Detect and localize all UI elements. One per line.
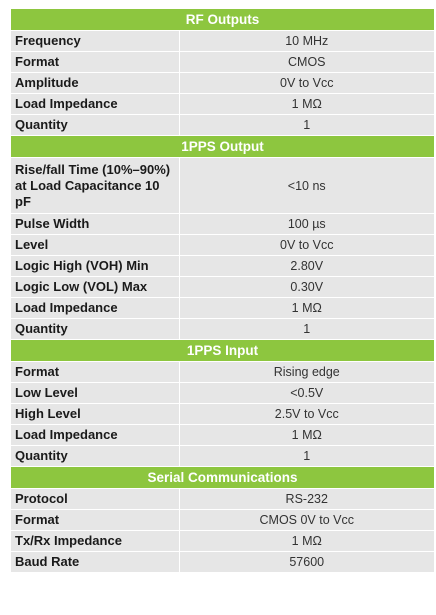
spec-row: Logic High (VOH) Min 2.80V: [11, 255, 434, 277]
spec-row: Amplitude 0V to Vcc: [11, 72, 434, 94]
spec-label: Quantity: [11, 318, 180, 340]
spec-row: Load Impedance 1 MΩ: [11, 424, 434, 446]
spec-table-body: RF Outputs Frequency 10 MHz Format CMOS …: [11, 8, 434, 573]
spec-value: 1: [179, 114, 434, 136]
spec-label: Format: [11, 509, 180, 531]
spec-label: Amplitude: [11, 72, 180, 94]
spec-value: 1 MΩ: [179, 530, 434, 552]
spec-value: 0V to Vcc: [179, 234, 434, 256]
spec-value: Rising edge: [179, 361, 434, 383]
spec-label: Load Impedance: [11, 297, 180, 319]
spec-row: Quantity 1: [11, 445, 434, 467]
spec-row: Protocol RS-232: [11, 488, 434, 510]
spec-label: Low Level: [11, 382, 180, 404]
spec-value: 57600: [179, 551, 434, 573]
spec-row: Frequency 10 MHz: [11, 30, 434, 52]
spec-label: Logic Low (VOL) Max: [11, 276, 180, 298]
spec-row: Load Impedance 1 MΩ: [11, 93, 434, 115]
spec-row: Tx/Rx Impedance 1 MΩ: [11, 530, 434, 552]
spec-label: Rise/fall Time (10%–90%) at Load Capacit…: [11, 157, 180, 214]
spec-value: 100 µs: [179, 213, 434, 235]
spec-value: 10 MHz: [179, 30, 434, 52]
spec-row: Logic Low (VOL) Max 0.30V: [11, 276, 434, 298]
section-title: 1PPS Input: [11, 339, 434, 362]
spec-value: RS-232: [179, 488, 434, 510]
spec-row: Baud Rate 57600: [11, 551, 434, 573]
spec-row: High Level 2.5V to Vcc: [11, 403, 434, 425]
spec-row: Format CMOS 0V to Vcc: [11, 509, 434, 531]
spec-label: Pulse Width: [11, 213, 180, 235]
spec-value: 2.5V to Vcc: [179, 403, 434, 425]
spec-label: Level: [11, 234, 180, 256]
section-title: Serial Communications: [11, 466, 434, 489]
spec-label: Frequency: [11, 30, 180, 52]
spec-row: Pulse Width 100 µs: [11, 213, 434, 235]
spec-label: Load Impedance: [11, 424, 180, 446]
spec-value: 0.30V: [179, 276, 434, 298]
spec-value: 1 MΩ: [179, 297, 434, 319]
section-header-1pps-input: 1PPS Input: [11, 339, 434, 362]
spec-row: Format Rising edge: [11, 361, 434, 383]
spec-row: Load Impedance 1 MΩ: [11, 297, 434, 319]
spec-row: Rise/fall Time (10%–90%) at Load Capacit…: [11, 157, 434, 214]
spec-label: Load Impedance: [11, 93, 180, 115]
section-header-serial-communications: Serial Communications: [11, 466, 434, 489]
spec-value: 1 MΩ: [179, 424, 434, 446]
spec-row: Quantity 1: [11, 114, 434, 136]
spec-row: Low Level <0.5V: [11, 382, 434, 404]
spec-value: <10 ns: [179, 157, 434, 214]
spec-value: <0.5V: [179, 382, 434, 404]
section-title: RF Outputs: [11, 8, 434, 31]
spec-label: Quantity: [11, 114, 180, 136]
spec-label: Format: [11, 361, 180, 383]
spec-value: 1: [179, 318, 434, 340]
spec-value: 2.80V: [179, 255, 434, 277]
spec-table: RF Outputs Frequency 10 MHz Format CMOS …: [11, 8, 434, 573]
spec-value: CMOS 0V to Vcc: [179, 509, 434, 531]
section-header-rf-outputs: RF Outputs: [11, 8, 434, 31]
spec-label: Protocol: [11, 488, 180, 510]
section-header-1pps-output: 1PPS Output: [11, 135, 434, 158]
spec-label: Logic High (VOH) Min: [11, 255, 180, 277]
section-title: 1PPS Output: [11, 135, 434, 158]
spec-row: Level 0V to Vcc: [11, 234, 434, 256]
spec-value: 1: [179, 445, 434, 467]
spec-label: High Level: [11, 403, 180, 425]
spec-label: Baud Rate: [11, 551, 180, 573]
spec-value: 0V to Vcc: [179, 72, 434, 94]
spec-label: Tx/Rx Impedance: [11, 530, 180, 552]
spec-label: Format: [11, 51, 180, 73]
spec-value: 1 MΩ: [179, 93, 434, 115]
spec-row: Quantity 1: [11, 318, 434, 340]
spec-value: CMOS: [179, 51, 434, 73]
spec-label: Quantity: [11, 445, 180, 467]
spec-row: Format CMOS: [11, 51, 434, 73]
